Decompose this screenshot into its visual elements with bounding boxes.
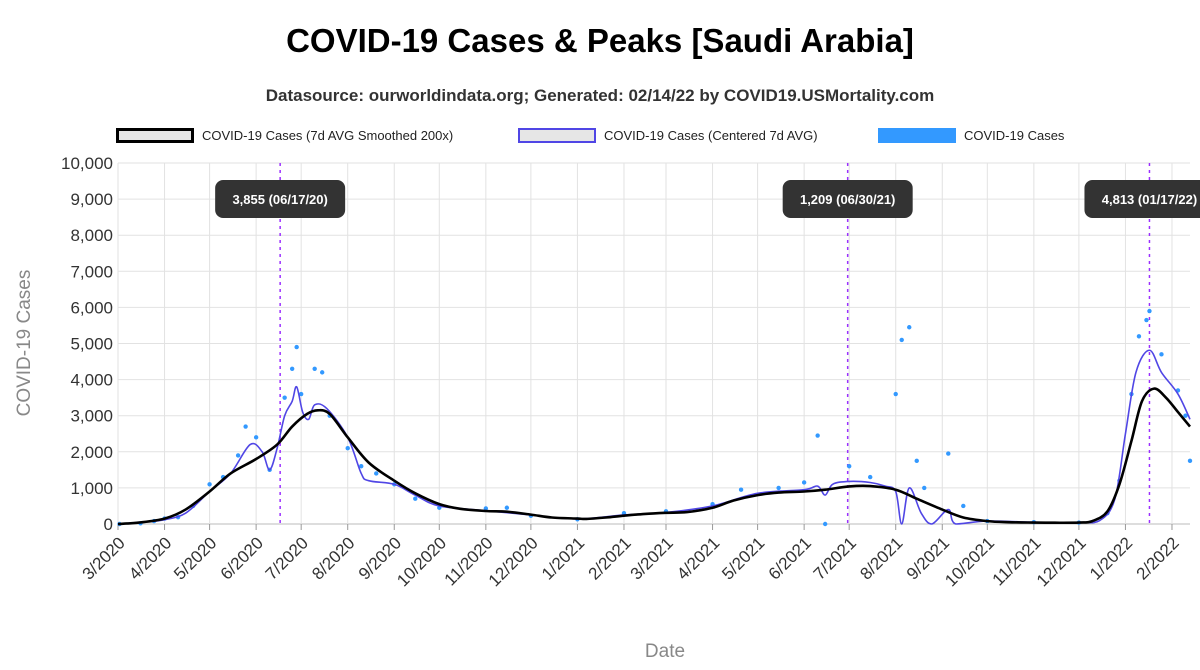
cases-point — [801, 480, 807, 485]
cases-point — [235, 453, 241, 458]
peak-label-box — [782, 180, 913, 218]
cases-point — [1159, 352, 1164, 357]
cases-point — [922, 485, 927, 491]
x-tick-label: 10/2021 — [941, 533, 998, 590]
peak-label-box — [1084, 180, 1200, 218]
series-line-centered — [117, 349, 1191, 525]
cases-point — [282, 395, 287, 400]
peak-label-box — [215, 180, 346, 218]
series-line-smoothed — [117, 387, 1191, 526]
y-tick-label: 9,000 — [70, 190, 113, 209]
x-tick-label: 6/2020 — [217, 533, 267, 583]
legend-item-centered[interactable]: COVID-19 Cases (Centered 7d AVG) — [518, 125, 818, 145]
x-tick-label: 12/2021 — [1033, 533, 1090, 590]
y-tick-label: 7,000 — [70, 262, 113, 281]
cases-point — [294, 344, 299, 350]
cases-point — [312, 366, 317, 371]
chart-title: COVID-19 Cases & Peaks [Saudi Arabia] — [286, 22, 914, 59]
x-tick-label: 4/2020 — [125, 533, 175, 583]
peak-labels: 3,855 (06/17/20) 1,209 (06/30/21) 4,813 (0… — [215, 180, 1200, 218]
cases-point — [413, 496, 418, 501]
cases-point — [345, 445, 350, 451]
x-tick-label: 5/2021 — [718, 533, 768, 583]
legend: COVID-19 Cases (7d AVG Smoothed 200x) CO… — [0, 125, 1200, 145]
x-tick-label: 7/2020 — [262, 533, 312, 583]
series-lines — [117, 349, 1191, 526]
x-tick-label: 10/2020 — [393, 533, 450, 590]
x-tick-label: 12/2020 — [485, 533, 542, 590]
cases-point — [253, 435, 259, 440]
x-tick-label: 2/2021 — [585, 533, 635, 583]
x-tick-label: 8/2020 — [308, 533, 358, 583]
cases-point — [738, 487, 744, 492]
cases-point — [298, 391, 304, 397]
cases-point — [899, 337, 904, 343]
peak-label-text: 1,209 (06/30/21) — [800, 192, 895, 207]
cases-point — [776, 485, 781, 491]
cases-point — [207, 482, 212, 487]
x-tick-label: 3/2021 — [627, 533, 677, 583]
cases-point — [846, 464, 852, 469]
cases-point — [319, 370, 325, 375]
grid — [117, 162, 1190, 525]
x-tick-label: 1/2022 — [1086, 533, 1136, 583]
cases-point — [504, 505, 510, 510]
cases-point — [815, 433, 820, 438]
y-axis-title: COVID-19 Cases — [14, 270, 35, 417]
y-tick-label: 10,000 — [61, 154, 113, 173]
cases-point — [1136, 334, 1142, 339]
legend-item-smoothed[interactable]: COVID-19 Cases (7d AVG Smoothed 200x) — [116, 125, 453, 145]
y-tick-label: 1,000 — [70, 479, 113, 498]
x-tick-label: 8/2021 — [856, 533, 906, 583]
cases-point — [907, 325, 912, 330]
cases-point — [893, 391, 898, 397]
y-tick-label: 3,000 — [70, 407, 113, 426]
y-tick-label: 2,000 — [70, 443, 113, 462]
cases-point — [822, 521, 828, 527]
cases-point — [946, 451, 951, 456]
y-axis: 0 1,000 2,000 3,000 4,000 5,000 6,000 7,000 8,00… — [61, 154, 113, 534]
cases-point — [289, 366, 295, 371]
x-axis: 3/20204/20205/20206/20207/20208/20209/20… — [79, 524, 1183, 590]
y-tick-label: 6,000 — [70, 298, 113, 317]
peak-label-text: 3,855 (06/17/20) — [232, 192, 327, 207]
y-tick-label: 8,000 — [70, 226, 113, 245]
cases-scatter — [117, 308, 1193, 527]
legend-item-cases[interactable]: COVID-19 Cases — [878, 125, 1064, 145]
cases-point — [1144, 317, 1149, 323]
x-tick-label: 3/2020 — [79, 533, 129, 583]
legend-label-smoothed: COVID-19 Cases (7d AVG Smoothed 200x) — [202, 127, 454, 143]
x-tick-label: 5/2020 — [170, 533, 220, 583]
cases-point — [359, 464, 364, 469]
cases-point — [961, 503, 966, 509]
cases-point — [243, 424, 248, 429]
cases-point — [483, 506, 489, 511]
legend-swatch-smoothed — [116, 127, 194, 143]
legend-swatch-cases — [878, 127, 956, 143]
y-tick-label: 4,000 — [70, 371, 113, 390]
x-tick-label: 2/2022 — [1133, 533, 1183, 583]
cases-point — [1183, 413, 1188, 418]
cases-point — [868, 474, 873, 480]
cases-point — [914, 458, 919, 464]
legend-label-centered: COVID-19 Cases (Centered 7d AVG) — [604, 127, 818, 143]
x-tick-label: 6/2021 — [765, 533, 815, 583]
peak-label-text: 4,813 (01/17/22) — [1102, 192, 1197, 207]
x-tick-label: 4/2021 — [673, 533, 723, 583]
x-tick-label: 7/2021 — [810, 533, 860, 583]
cases-point — [1187, 458, 1193, 464]
x-tick-label: 1/2021 — [538, 533, 588, 583]
chart-subtitle: Datasource: ourworldindata.org; Generate… — [265, 86, 935, 105]
cases-point — [1147, 308, 1152, 314]
legend-label-cases: COVID-19 Cases — [964, 127, 1065, 143]
cases-point — [374, 471, 379, 476]
x-axis-title: Date — [645, 641, 685, 662]
legend-swatch-centered — [518, 127, 596, 143]
y-tick-label: 5,000 — [70, 335, 113, 354]
y-tick-label: 0 — [104, 515, 113, 534]
